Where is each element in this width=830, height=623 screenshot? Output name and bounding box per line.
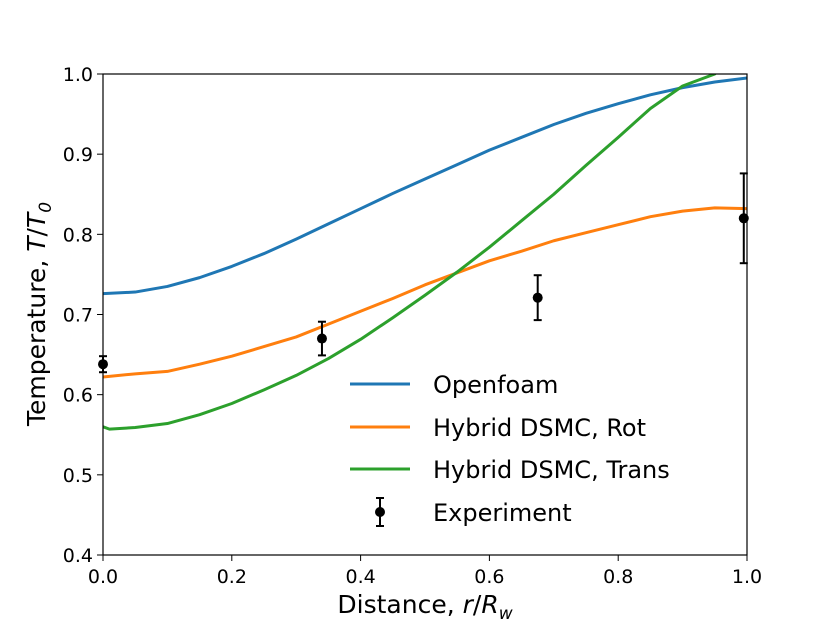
y-axis-title-prefix: Temperature,: [22, 252, 51, 427]
series-line-hybrid-rot: [103, 206, 747, 379]
ticks-group: 0.0 0.2 0.4 0.6 0.8 1.0 0.4 0.5 0.6 0.7 0.8 0.9 1.0: [63, 64, 762, 588]
y-axis-title-slash: /: [22, 228, 51, 237]
legend-exp-marker: [375, 507, 385, 517]
x-tick-label: 0.0: [88, 566, 118, 588]
x-tick-label: 0.4: [345, 566, 375, 588]
y-tick-label: 0.6: [63, 385, 93, 407]
experiment-point: [316, 320, 327, 357]
y-tick-label: 0.4: [63, 545, 93, 567]
y-axis-title-base: T: [22, 211, 51, 228]
y-tick-label: 0.9: [63, 144, 93, 166]
experiment-marker: [532, 292, 543, 303]
x-tick-label: 0.2: [217, 566, 247, 588]
y-axis-title-var: T: [22, 235, 51, 252]
series-line-openfoam: [103, 76, 747, 296]
plot-frame: [102, 73, 748, 556]
x-axis-title-var: r: [463, 590, 475, 619]
x-tick-label: 0.6: [474, 566, 504, 588]
x-axis-title-slash: /: [473, 590, 482, 619]
x-axis-title: Distance, r/Rw: [337, 590, 512, 623]
x-axis-title-sub: w: [499, 604, 513, 623]
legend-label-openfoam: Openfoam: [433, 371, 558, 399]
y-tick-label: 0.5: [63, 465, 93, 487]
x-axis-title-prefix: Distance,: [337, 590, 462, 619]
y-axis-title: Temperature, T/T0: [22, 202, 56, 427]
y-tick-label: 0.7: [63, 305, 93, 327]
y-tick-label: 0.8: [63, 224, 93, 246]
legend-label-rot: Hybrid DSMC, Rot: [433, 414, 646, 442]
legend-label-experiment: Experiment: [433, 499, 572, 527]
experiment-marker: [738, 213, 749, 224]
experiment-group: [98, 172, 749, 374]
x-axis-title-base: R: [481, 590, 498, 619]
experiment-marker: [316, 333, 327, 344]
series-line-hybrid-trans: [103, 74, 717, 431]
y-axis-title-sub: 0: [36, 202, 56, 213]
legend: Openfoam Hybrid DSMC, Rot Hybrid DSMC, T…: [350, 371, 670, 527]
experiment-point: [738, 172, 749, 265]
x-tick-label: 0.8: [603, 566, 633, 588]
legend-swatch-experiment: [375, 497, 385, 527]
x-tick-label: 1.0: [732, 566, 762, 588]
experiment-point: [532, 274, 543, 322]
legend-label-trans: Hybrid DSMC, Trans: [433, 456, 670, 484]
y-tick-label: 1.0: [63, 64, 93, 86]
series-group: [103, 74, 747, 431]
